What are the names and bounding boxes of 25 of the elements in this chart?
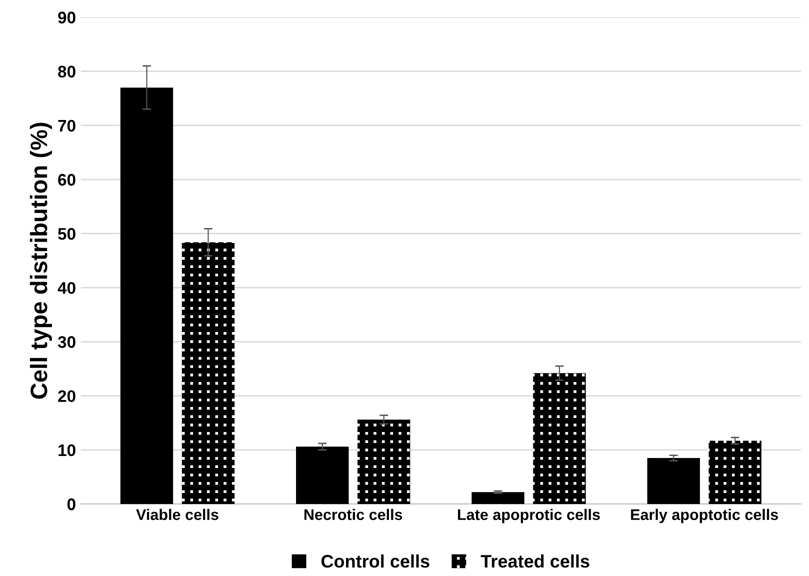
bar bbox=[708, 440, 762, 504]
bar bbox=[533, 373, 586, 504]
y-tick-label: 30 bbox=[58, 336, 76, 348]
legend-label: Treated cells bbox=[480, 554, 590, 568]
y-tick-label: 80 bbox=[58, 66, 76, 78]
y-tick-label: 20 bbox=[58, 390, 76, 402]
y-tick-label: 70 bbox=[58, 120, 76, 132]
y-tick-label: 10 bbox=[58, 444, 76, 456]
x-tick-label: Early apoptotic cells bbox=[631, 508, 778, 524]
y-tick-label: 50 bbox=[58, 228, 76, 240]
x-tick-label: Viable cells bbox=[136, 508, 218, 520]
bar bbox=[120, 88, 174, 504]
legend-label: Control cells bbox=[321, 554, 430, 568]
y-tick-label: 60 bbox=[58, 174, 76, 186]
x-tick-label: Necrotic cells bbox=[304, 508, 402, 520]
y-tick-label: 40 bbox=[58, 282, 76, 294]
bar bbox=[357, 420, 410, 504]
bar bbox=[647, 458, 700, 504]
x-tick-label: Late apoprotic cells bbox=[458, 508, 600, 524]
y-tick-label: 90 bbox=[58, 12, 76, 24]
bar bbox=[182, 242, 235, 504]
bar bbox=[296, 446, 349, 504]
y-tick-label: 0 bbox=[67, 498, 76, 510]
y-axis-title: Cell type distribution (%) bbox=[30, 122, 52, 399]
bar bbox=[472, 492, 524, 504]
